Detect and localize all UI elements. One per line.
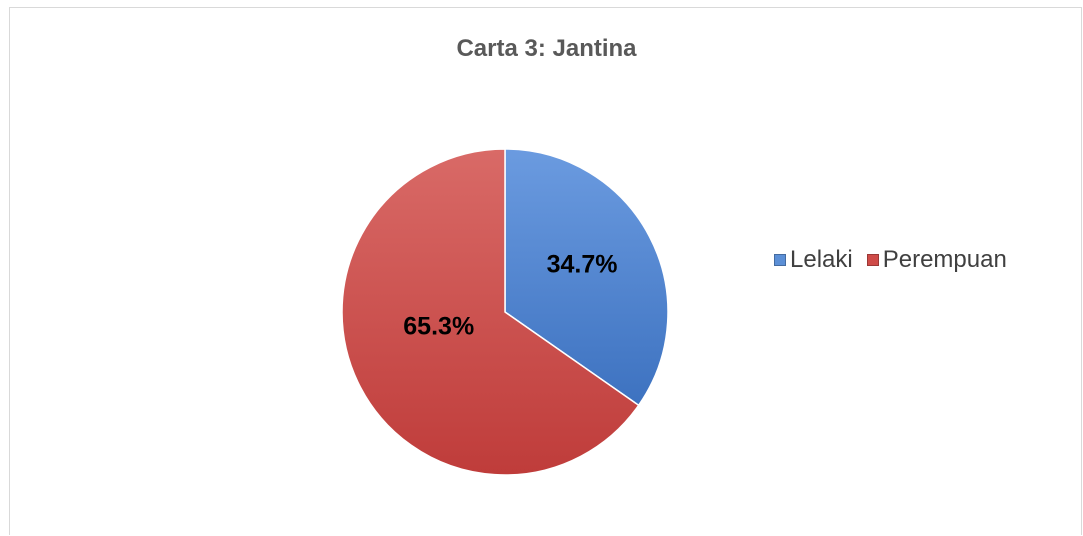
slice-label-perempuan: 65.3%	[403, 312, 474, 340]
slice-perempuan	[341, 148, 640, 476]
legend-label-perempuan: Perempuan	[882, 246, 1007, 273]
chart-area: Carta 3: Jantina 34.7% 65.3% Lelaki Perem…	[9, 7, 1082, 535]
slice-label-lelaki: 34.7%	[547, 251, 618, 279]
legend-label-lelaki: Lelaki	[790, 246, 853, 273]
legend: Lelaki Perempuan	[774, 246, 1021, 274]
pie-chart: 34.7% 65.3%	[341, 148, 669, 476]
legend-swatch-lelaki	[774, 254, 786, 266]
slice-lelaki	[504, 148, 669, 407]
legend-swatch-perempuan	[866, 254, 879, 266]
chart-title: Carta 3: Jantina	[456, 35, 637, 62]
legend-item-lelaki: Lelaki	[774, 246, 853, 274]
legend-item-perempuan: Perempuan	[866, 246, 1007, 274]
